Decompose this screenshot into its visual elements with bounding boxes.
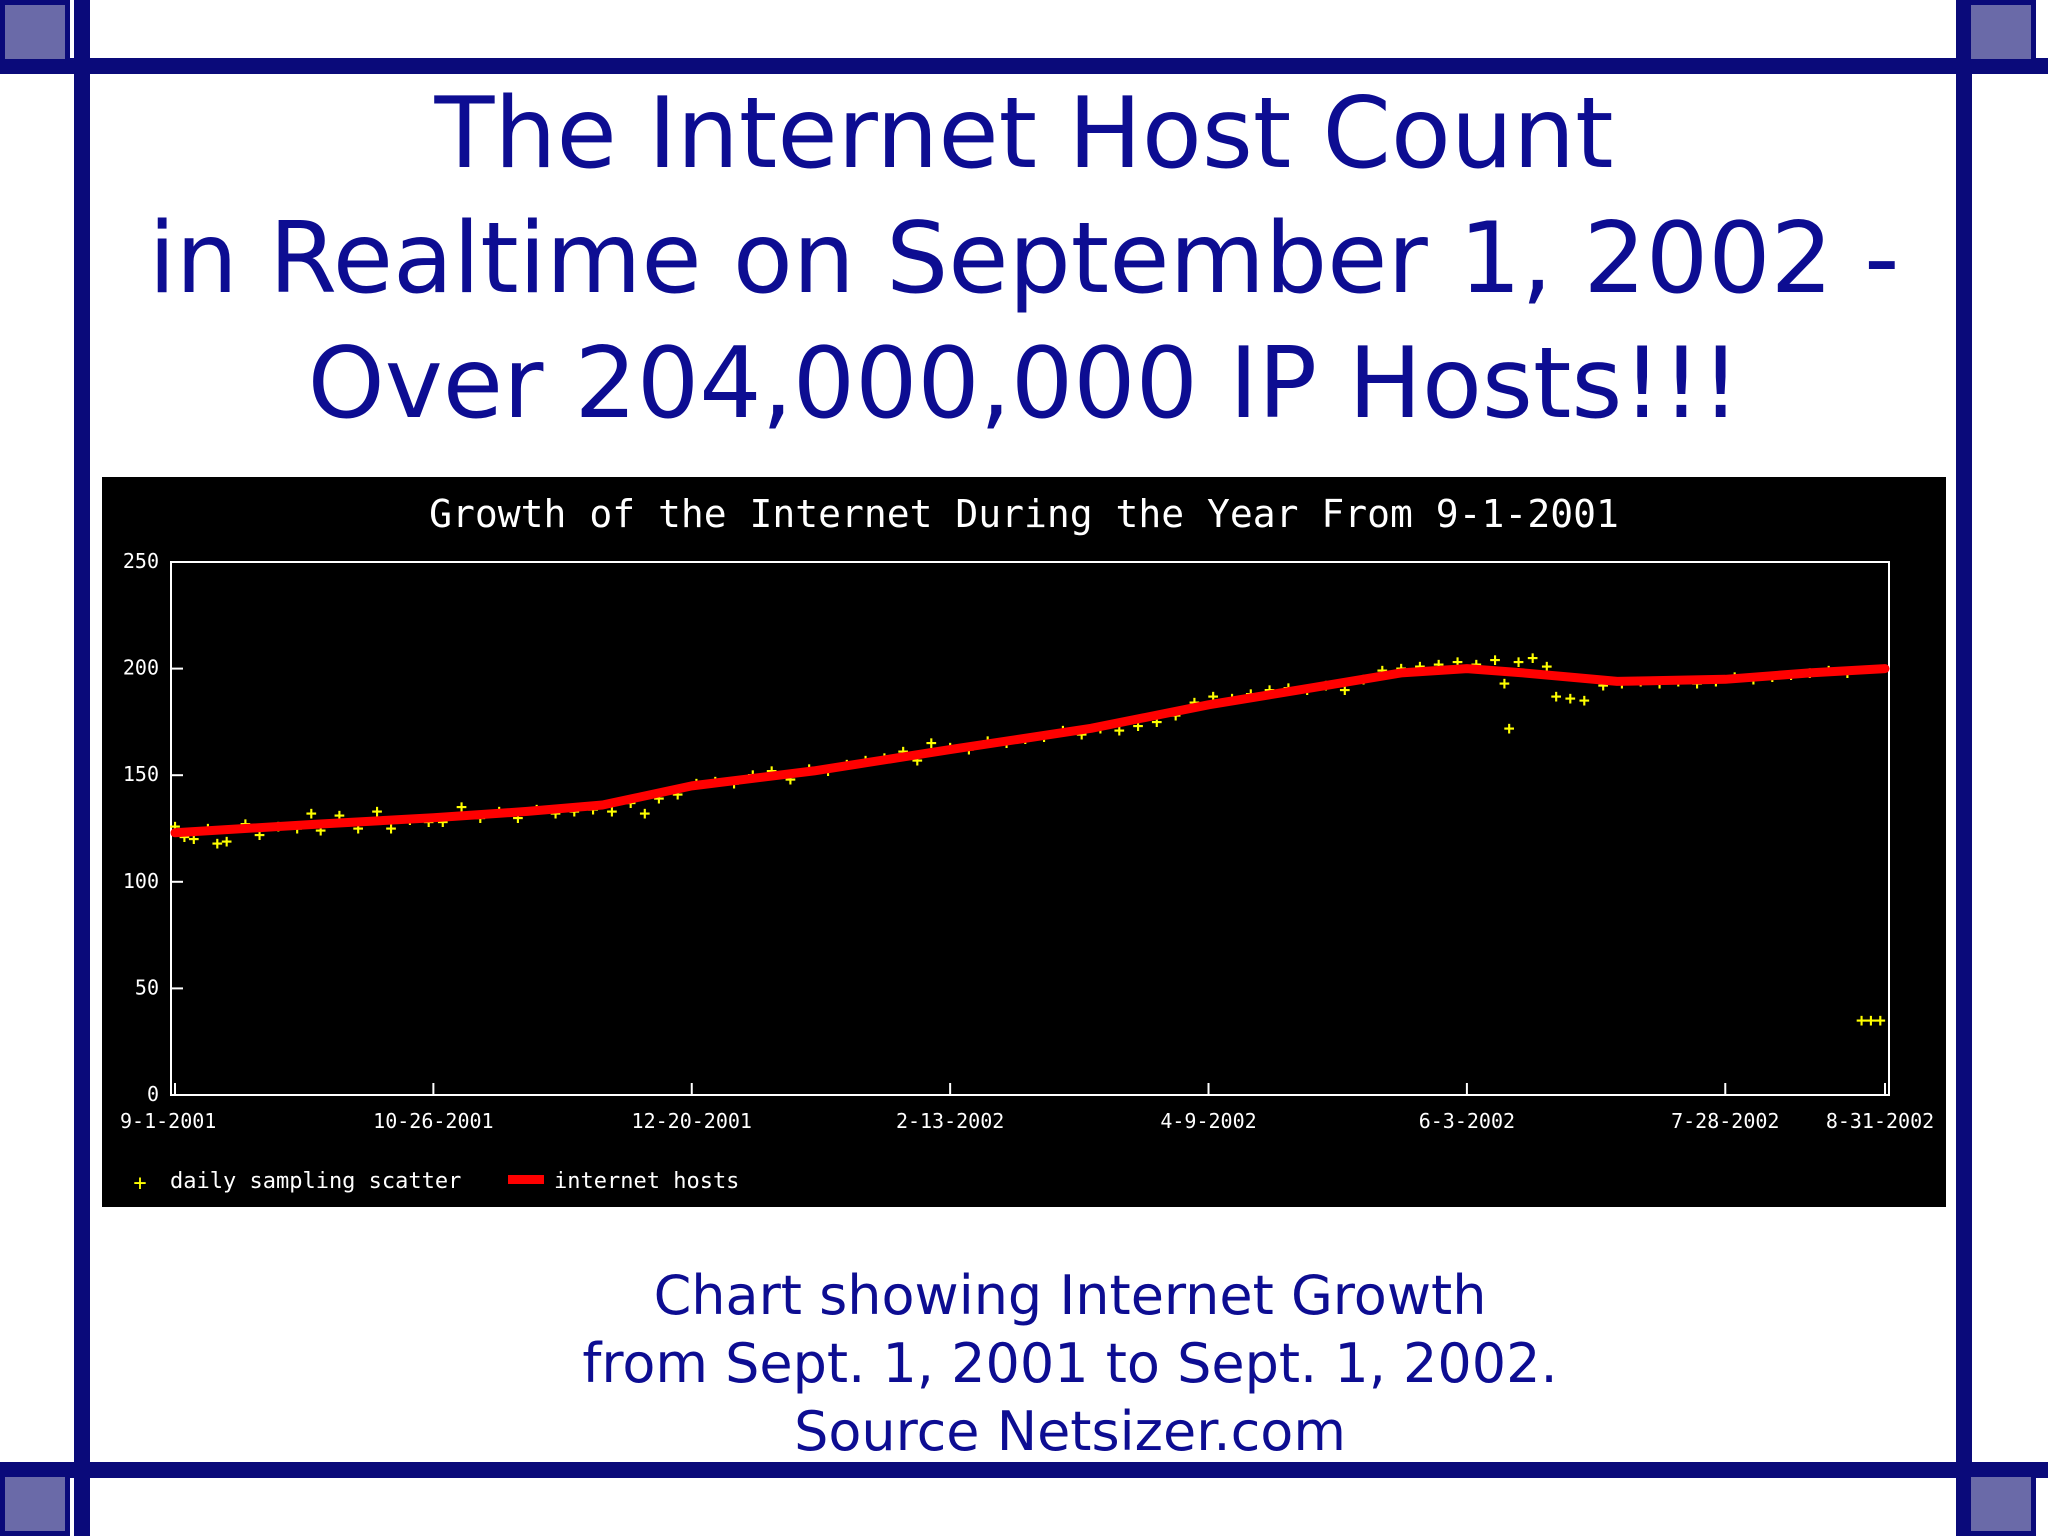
scatter-point: + xyxy=(1579,691,1590,712)
scatter-point: + xyxy=(1133,716,1144,737)
scatter-point: + xyxy=(912,750,923,771)
scatter-point: + xyxy=(766,761,777,782)
frame-bottom-bar xyxy=(0,1462,2048,1478)
title-line-3: Over 204,000,000 IP Hosts!!! xyxy=(307,327,1741,441)
scatter-point: + xyxy=(606,801,617,822)
x-tick-label: 12-20-2001 xyxy=(632,1109,752,1133)
frame-top-bar xyxy=(0,58,2048,74)
scatter-point: + xyxy=(1565,688,1576,709)
scatter-point: + xyxy=(1414,656,1425,677)
scatter-point: + xyxy=(1490,650,1501,671)
scatter-point: + xyxy=(437,812,448,833)
scatter-point: + xyxy=(306,804,317,825)
scatter-point: + xyxy=(1151,712,1162,733)
caption-line-2: from Sept. 1, 2001 to Sept. 1, 2002. xyxy=(582,1332,1558,1395)
scatter-point: + xyxy=(353,819,364,840)
caption-line-1: Chart showing Internet Growth xyxy=(653,1264,1487,1327)
scatter-point: + xyxy=(569,801,580,822)
scatter-point: + xyxy=(1339,680,1350,701)
scatter-point: + xyxy=(1499,674,1510,695)
scatter-point: + xyxy=(170,816,181,837)
scatter-point: + xyxy=(1865,1010,1876,1031)
scatter-point: + xyxy=(212,833,223,854)
scatter-point: + xyxy=(1452,652,1463,673)
scatter-point: + xyxy=(254,825,265,846)
y-tick-label: 100 xyxy=(123,869,159,893)
scatter-point: + xyxy=(1114,720,1125,741)
scatter-point: + xyxy=(1541,656,1552,677)
scatter-point: + xyxy=(898,742,909,763)
y-axis: 0 50 100 150 200 250 xyxy=(123,549,183,1106)
title-line-1: The Internet Host Count xyxy=(434,77,1614,191)
scatter-point: + xyxy=(926,733,937,754)
y-tick-label: 50 xyxy=(135,975,159,999)
y-tick-label: 0 xyxy=(147,1082,159,1106)
legend-scatter-label: daily sampling scatter xyxy=(170,1169,461,1194)
scatter-point: + xyxy=(550,804,561,825)
scatter-point: + xyxy=(372,801,383,822)
scatter-point: + xyxy=(1433,654,1444,675)
scatter-point: + xyxy=(785,769,796,790)
scatter-point: + xyxy=(456,797,467,818)
scatter-point: + xyxy=(423,812,434,833)
x-tick-label: 6-3-2002 xyxy=(1419,1109,1515,1133)
corner-square-bottom-right xyxy=(1966,1472,2036,1536)
host-count-chart: Growth of the Internet During the Year F… xyxy=(120,492,1934,1196)
frame-left-bar xyxy=(74,0,90,1536)
scatter-point: + xyxy=(1377,661,1388,682)
scatter-point: + xyxy=(1856,1010,1867,1031)
legend-line-swatch xyxy=(508,1175,544,1184)
y-tick-label: 200 xyxy=(123,656,159,680)
scatter-point: + xyxy=(1875,1010,1886,1031)
chart-title: Growth of the Internet During the Year F… xyxy=(429,492,1619,536)
scatter-point: + xyxy=(334,806,345,827)
scatter-point: + xyxy=(1513,652,1524,673)
caption-line-3: Source Netsizer.com xyxy=(794,1400,1346,1463)
scatter-point: + xyxy=(672,784,683,805)
corner-square-top-left xyxy=(0,0,70,64)
scatter-point: + xyxy=(1527,648,1538,669)
scatter-point: + xyxy=(221,831,232,852)
scatter-point: + xyxy=(653,789,664,810)
scatter-point: + xyxy=(1208,686,1219,707)
y-tick-label: 150 xyxy=(123,762,159,786)
scatter-point: + xyxy=(179,827,190,848)
x-tick-label: 10-26-2001 xyxy=(373,1109,493,1133)
scatter-point: + xyxy=(1170,706,1181,727)
scatter-point: + xyxy=(1076,725,1087,746)
corner-square-bottom-left xyxy=(0,1472,70,1536)
scatter-point: + xyxy=(315,821,326,842)
x-tick-label: 4-9-2002 xyxy=(1160,1109,1256,1133)
frame-right-bar xyxy=(1956,0,1972,1536)
scatter-point: + xyxy=(1504,718,1515,739)
slide-caption: Chart showing Internet Growth from Sept.… xyxy=(380,1262,1760,1466)
scatter-point: + xyxy=(1551,686,1562,707)
scatter-point: + xyxy=(386,819,397,840)
x-tick-label: 8-31-2002 xyxy=(1826,1109,1934,1133)
x-tick-label: 9-1-2001 xyxy=(120,1109,216,1133)
x-tick-label: 7-28-2002 xyxy=(1671,1109,1779,1133)
x-axis: 9-1-2001 10-26-2001 12-20-2001 2-13-2002 4-9… xyxy=(120,1083,1934,1133)
plot-area-border xyxy=(170,561,1890,1096)
scatter-point: + xyxy=(639,804,650,825)
y-tick-label: 250 xyxy=(123,549,159,573)
slide-title: The Internet Host Count in Realtime on S… xyxy=(80,72,1968,447)
corner-square-top-right xyxy=(1966,0,2036,64)
legend-scatter-marker: + xyxy=(133,1171,146,1196)
internet-hosts-line xyxy=(170,664,1890,838)
title-line-2: in Realtime on September 1, 2002 - xyxy=(148,202,1900,316)
scatter-series: ++++++++ + +++++++ + + +++ + + + + + + + +++ ++ + + + + ++ +… xyxy=(170,648,1886,1031)
chart-panel: Growth of the Internet During the Year F… xyxy=(102,477,1946,1207)
chart-legend: + daily sampling scatter internet hosts xyxy=(133,1169,739,1196)
x-tick-label: 2-13-2002 xyxy=(896,1109,1004,1133)
scatter-point: + xyxy=(1598,676,1609,697)
scatter-point: + xyxy=(188,829,199,850)
legend-line-label: internet hosts xyxy=(554,1169,739,1194)
scatter-point: + xyxy=(513,808,524,829)
line-series xyxy=(170,664,1890,838)
